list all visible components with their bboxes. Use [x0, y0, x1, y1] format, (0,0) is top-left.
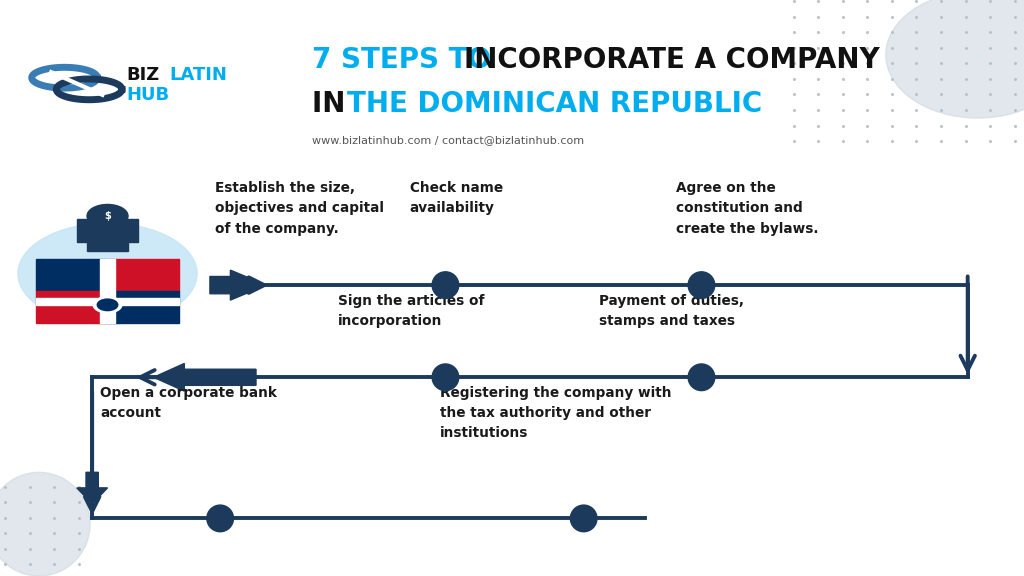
Text: Payment of duties,
stamps and taxes: Payment of duties, stamps and taxes — [599, 294, 744, 328]
Text: IN: IN — [312, 90, 355, 118]
Ellipse shape — [570, 505, 597, 532]
Text: Registering the company with
the tax authority and other
institutions: Registering the company with the tax aut… — [440, 386, 672, 440]
FancyBboxPatch shape — [108, 291, 179, 323]
Ellipse shape — [688, 364, 715, 391]
Ellipse shape — [886, 0, 1024, 118]
Text: LATIN: LATIN — [169, 66, 227, 84]
Text: 7 STEPS TO: 7 STEPS TO — [312, 47, 501, 74]
Ellipse shape — [18, 223, 197, 324]
Text: THE DOMINICAN REPUBLIC: THE DOMINICAN REPUBLIC — [347, 90, 763, 118]
FancyBboxPatch shape — [36, 291, 108, 323]
FancyArrow shape — [77, 472, 108, 504]
FancyArrow shape — [210, 270, 266, 300]
Circle shape — [97, 299, 118, 310]
Text: Agree on the
constitution and
create the bylaws.: Agree on the constitution and create the… — [676, 181, 818, 236]
Text: Establish the size,
objectives and capital
of the company.: Establish the size, objectives and capit… — [215, 181, 384, 236]
FancyBboxPatch shape — [87, 219, 128, 251]
FancyBboxPatch shape — [36, 298, 179, 305]
Ellipse shape — [688, 272, 715, 298]
Text: $: $ — [104, 211, 111, 221]
Circle shape — [87, 204, 128, 228]
Ellipse shape — [432, 272, 459, 298]
Ellipse shape — [432, 364, 459, 391]
Text: Check name
availability: Check name availability — [410, 181, 503, 215]
Text: INCORPORATE A COMPANY: INCORPORATE A COMPANY — [464, 47, 880, 74]
Ellipse shape — [0, 472, 90, 576]
Ellipse shape — [207, 505, 233, 532]
Text: Sign the articles of
incorporation: Sign the articles of incorporation — [338, 294, 484, 328]
Text: www.bizlatinhub.com / contact@bizlatinhub.com: www.bizlatinhub.com / contact@bizlatinhu… — [312, 135, 585, 145]
Text: Open a corporate bank
account: Open a corporate bank account — [100, 386, 278, 420]
Circle shape — [93, 297, 122, 313]
Text: HUB: HUB — [126, 86, 169, 104]
FancyBboxPatch shape — [100, 259, 115, 323]
FancyBboxPatch shape — [108, 259, 179, 291]
FancyBboxPatch shape — [77, 219, 138, 242]
FancyBboxPatch shape — [36, 259, 108, 291]
FancyArrow shape — [154, 363, 256, 391]
Text: BIZ: BIZ — [126, 66, 159, 84]
